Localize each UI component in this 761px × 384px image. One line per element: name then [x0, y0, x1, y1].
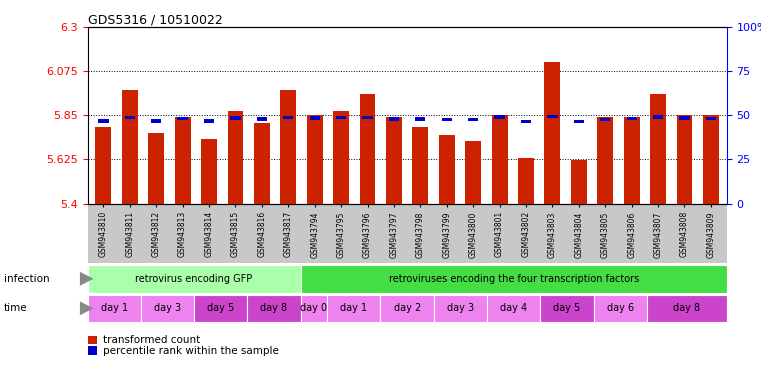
Bar [705, 117, 716, 120]
Bar [231, 116, 240, 120]
Text: day 3: day 3 [447, 303, 474, 313]
Bar [680, 116, 689, 120]
Bar [254, 123, 270, 204]
Bar [416, 118, 425, 121]
Text: time: time [4, 303, 27, 313]
Bar [389, 118, 399, 121]
Bar [280, 90, 296, 204]
Bar [148, 133, 164, 204]
Bar [544, 62, 560, 204]
Text: retrovirus encoding GFP: retrovirus encoding GFP [135, 274, 253, 284]
Bar [518, 158, 534, 204]
Text: infection: infection [4, 274, 49, 284]
Bar [624, 117, 639, 204]
Bar [125, 116, 135, 119]
Text: day 5: day 5 [207, 303, 234, 313]
Bar [626, 117, 637, 120]
Bar [336, 116, 346, 119]
Bar [283, 116, 294, 119]
Bar [547, 115, 558, 118]
Bar [98, 119, 109, 123]
Text: day 5: day 5 [553, 303, 581, 313]
Bar [468, 118, 479, 121]
Bar [175, 117, 190, 204]
Bar [495, 116, 505, 119]
Text: day 4: day 4 [500, 303, 527, 313]
Text: percentile rank within the sample: percentile rank within the sample [103, 346, 279, 356]
Text: day 3: day 3 [154, 303, 181, 313]
Bar [439, 135, 454, 204]
Bar [521, 120, 531, 123]
Bar [465, 141, 481, 204]
Text: day 1: day 1 [100, 303, 128, 313]
Bar [310, 116, 320, 120]
Bar [653, 116, 664, 119]
Bar [441, 118, 452, 121]
Bar [386, 117, 402, 204]
Bar [204, 119, 214, 123]
Bar [256, 118, 267, 121]
Text: day 1: day 1 [340, 303, 368, 313]
Bar [574, 120, 584, 123]
Bar [228, 111, 244, 204]
Text: retroviruses encoding the four transcription factors: retroviruses encoding the four transcrip… [389, 274, 638, 284]
Bar [650, 94, 666, 204]
Bar [571, 161, 587, 204]
Bar [492, 115, 508, 204]
Bar [412, 127, 428, 204]
Bar [703, 115, 719, 204]
Bar [333, 111, 349, 204]
Bar [360, 94, 375, 204]
Text: GDS5316 / 10510022: GDS5316 / 10510022 [88, 13, 222, 26]
Bar [95, 127, 111, 204]
Text: day 0: day 0 [301, 303, 327, 313]
Text: transformed count: transformed count [103, 335, 201, 345]
Bar [600, 118, 610, 121]
Bar [201, 139, 217, 204]
Bar [151, 119, 161, 123]
Bar [597, 117, 613, 204]
Text: day 8: day 8 [260, 303, 288, 313]
Bar [307, 115, 323, 204]
Text: day 2: day 2 [393, 303, 421, 313]
Bar [362, 116, 373, 119]
Bar [677, 115, 693, 204]
Text: day 8: day 8 [673, 303, 700, 313]
Bar [122, 90, 138, 204]
Bar [177, 117, 188, 120]
Text: day 6: day 6 [607, 303, 634, 313]
